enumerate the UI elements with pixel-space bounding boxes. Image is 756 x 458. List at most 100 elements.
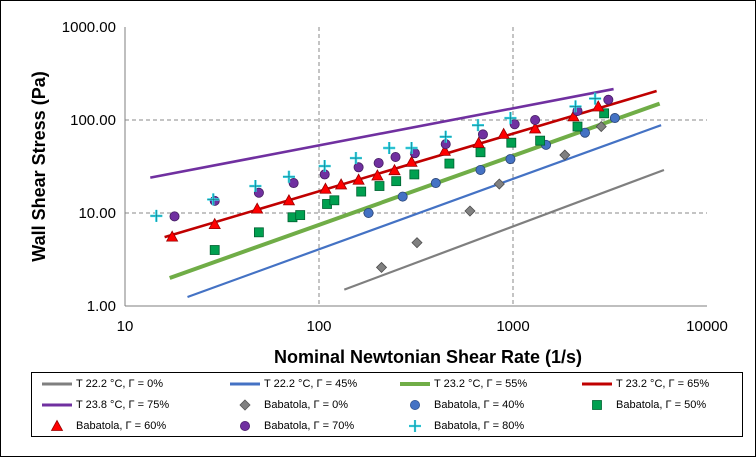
data-point bbox=[559, 149, 571, 161]
data-point bbox=[253, 187, 264, 198]
data-point bbox=[572, 121, 583, 132]
data-point-outline bbox=[150, 209, 163, 222]
data-point bbox=[444, 158, 455, 169]
legend-label: T 22.2 °C, Γ = 45% bbox=[264, 378, 358, 390]
data-point bbox=[477, 129, 488, 140]
legend-label: Babatola, Γ = 70% bbox=[264, 420, 355, 432]
data-point bbox=[595, 120, 607, 133]
data-point-outline bbox=[207, 193, 220, 206]
data-point bbox=[528, 122, 542, 134]
data-point bbox=[373, 157, 384, 168]
data-point bbox=[430, 178, 441, 189]
data-point bbox=[599, 108, 610, 119]
data-point bbox=[388, 163, 401, 176]
data-point bbox=[438, 144, 451, 156]
data-point bbox=[405, 141, 418, 154]
data-point bbox=[567, 110, 580, 122]
series-points-5 bbox=[150, 92, 602, 222]
data-point bbox=[509, 119, 520, 130]
series-points-1 bbox=[363, 113, 620, 218]
legend-label: Babatola, Γ = 80% bbox=[434, 420, 525, 432]
x-tick-label: 10 bbox=[117, 318, 134, 335]
data-point bbox=[249, 180, 262, 193]
data-point bbox=[253, 227, 264, 238]
series-points-2 bbox=[209, 108, 610, 255]
data-point bbox=[250, 202, 264, 214]
data-point-outline bbox=[439, 130, 452, 143]
series-line-0 bbox=[343, 168, 665, 291]
data-point bbox=[374, 181, 385, 191]
data-point bbox=[165, 230, 179, 242]
data-point bbox=[288, 178, 299, 189]
y-tick-label: 1.00 bbox=[87, 298, 116, 315]
legend-label: T 23.2 °C, Γ = 55% bbox=[434, 378, 528, 390]
series-points-0 bbox=[375, 120, 607, 273]
data-point-outline bbox=[349, 152, 362, 165]
data-point bbox=[363, 207, 374, 218]
data-point bbox=[209, 245, 220, 255]
data-point bbox=[505, 154, 516, 165]
data-point-outline bbox=[405, 141, 418, 154]
data-point bbox=[572, 105, 583, 116]
data-point bbox=[475, 164, 486, 175]
data-point bbox=[282, 170, 295, 183]
legend-label: T 23.2 °C, Γ = 65% bbox=[616, 378, 710, 390]
data-point bbox=[319, 182, 332, 194]
data-point-outline bbox=[569, 100, 582, 113]
y-tick-label: 10.00 bbox=[78, 205, 116, 222]
data-point-outline bbox=[589, 92, 602, 105]
data-point bbox=[535, 135, 546, 146]
data-point bbox=[150, 209, 163, 222]
series-points-3 bbox=[165, 100, 605, 242]
data-point bbox=[569, 100, 582, 113]
data-point bbox=[472, 136, 485, 148]
data-point bbox=[397, 191, 408, 202]
data-point bbox=[603, 94, 614, 105]
data-point bbox=[579, 127, 590, 138]
data-point bbox=[383, 141, 396, 154]
data-point bbox=[409, 169, 420, 180]
series-line-1 bbox=[187, 124, 662, 299]
data-point bbox=[282, 194, 296, 206]
data-point bbox=[390, 152, 401, 163]
legend: T 22.2 °C, Γ = 0% T 22.2 °C, Γ = 45% T 2… bbox=[31, 372, 743, 437]
x-tick-label: 10000 bbox=[686, 318, 728, 335]
data-point bbox=[208, 217, 221, 230]
data-point-outline bbox=[282, 170, 295, 183]
data-point bbox=[375, 261, 388, 273]
data-point bbox=[464, 205, 476, 217]
data-point bbox=[371, 169, 384, 181]
data-point bbox=[334, 178, 348, 190]
data-point bbox=[411, 237, 423, 249]
data-point bbox=[504, 112, 517, 125]
x-axis-title: Nominal Newtonian Shear Rate (1/s) bbox=[274, 347, 582, 367]
data-point bbox=[356, 186, 367, 197]
legend-label: Babatola, Γ = 0% bbox=[264, 399, 349, 411]
data-point-outline bbox=[383, 141, 396, 154]
data-point bbox=[329, 195, 340, 206]
data-point bbox=[592, 100, 605, 112]
y-tick-label: 100.00 bbox=[70, 112, 116, 129]
data-point-outline bbox=[471, 119, 484, 132]
data-point bbox=[353, 162, 364, 173]
data-point bbox=[609, 113, 620, 124]
y-tick-label: 1000.00 bbox=[62, 19, 116, 36]
data-point bbox=[589, 92, 602, 105]
data-point bbox=[493, 178, 505, 190]
x-tick-label: 1000 bbox=[496, 318, 529, 335]
legend-label: T 22.2 °C, Γ = 0% bbox=[76, 378, 163, 390]
series-line-4 bbox=[150, 87, 614, 179]
data-point-outline bbox=[249, 180, 262, 193]
legend-label: Babatola, Γ = 50% bbox=[616, 399, 707, 411]
data-point bbox=[471, 119, 484, 132]
data-point bbox=[439, 130, 452, 143]
data-point bbox=[349, 152, 362, 165]
data-point bbox=[295, 210, 306, 220]
data-point bbox=[497, 127, 510, 139]
data-point bbox=[475, 147, 486, 158]
data-point bbox=[530, 115, 541, 126]
data-point-outline bbox=[318, 160, 331, 173]
data-point bbox=[352, 173, 365, 185]
